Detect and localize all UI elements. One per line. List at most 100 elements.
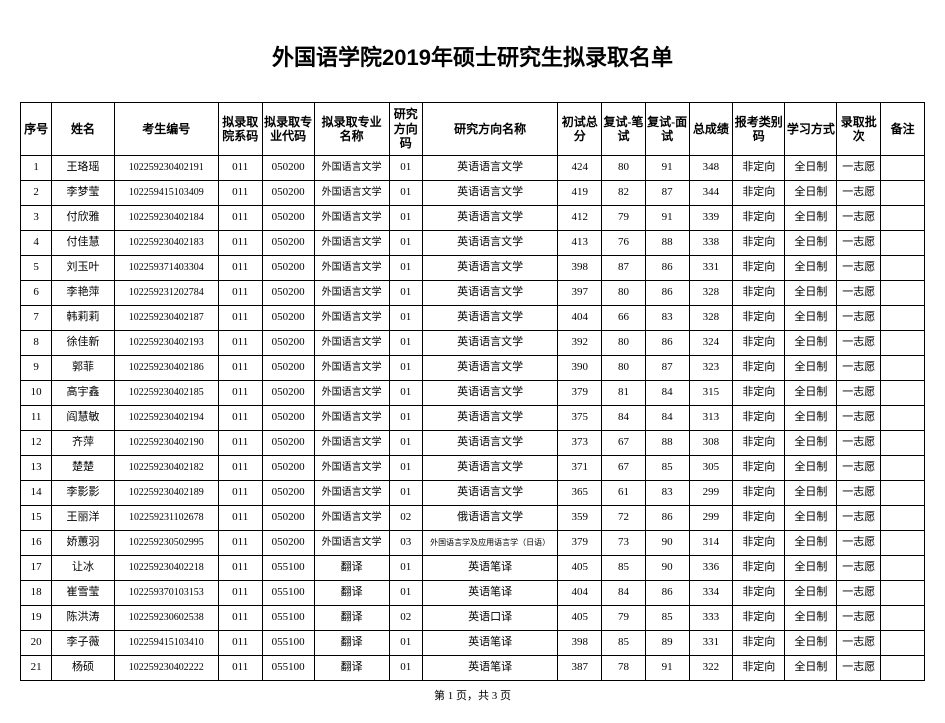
table-cell: 外国语言文学 (314, 156, 389, 181)
table-cell: 419 (558, 181, 602, 206)
table-cell: 404 (558, 306, 602, 331)
column-header: 姓名 (52, 103, 114, 156)
table-row: 10高宇鑫102259230402185011050200外国语言文学01英语语… (21, 381, 925, 406)
table-cell: 18 (21, 581, 52, 606)
table-cell: 011 (218, 331, 262, 356)
table-cell: 88 (645, 431, 689, 456)
table-cell: 崔雪莹 (52, 581, 114, 606)
table-cell: 102259230402191 (114, 156, 218, 181)
table-cell: 外国语言文学 (314, 306, 389, 331)
table-body: 1王珞瑶102259230402191011050200外国语言文学01英语语言… (21, 156, 925, 681)
table-cell (881, 506, 925, 531)
table-cell: 76 (602, 231, 646, 256)
table-cell: 102259230402183 (114, 231, 218, 256)
table-cell: 翻译 (314, 606, 389, 631)
table-cell: 一志愿 (837, 256, 881, 281)
table-cell: 12 (21, 431, 52, 456)
table-row: 2李梦莹102259415103409011050200外国语言文学01英语语言… (21, 181, 925, 206)
table-cell: 01 (389, 281, 422, 306)
table-cell: 413 (558, 231, 602, 256)
table-cell: 01 (389, 306, 422, 331)
table-cell: 102259415103410 (114, 631, 218, 656)
table-cell: 非定向 (733, 456, 785, 481)
table-cell: 非定向 (733, 631, 785, 656)
table-cell: 全日制 (785, 531, 837, 556)
table-cell: 英语语言文学 (422, 356, 557, 381)
table-cell: 翻译 (314, 656, 389, 681)
table-cell: 011 (218, 306, 262, 331)
table-cell: 050200 (262, 306, 314, 331)
table-cell: 非定向 (733, 606, 785, 631)
table-cell: 非定向 (733, 231, 785, 256)
table-cell: 非定向 (733, 181, 785, 206)
table-cell: 一志愿 (837, 456, 881, 481)
table-cell: 339 (689, 206, 733, 231)
table-cell: 102259230402184 (114, 206, 218, 231)
table-cell: 398 (558, 631, 602, 656)
table-cell: 322 (689, 656, 733, 681)
table-cell: 050200 (262, 256, 314, 281)
table-cell: 让冰 (52, 556, 114, 581)
table-row: 4付佳慧102259230402183011050200外国语言文学01英语语言… (21, 231, 925, 256)
table-cell: 78 (602, 656, 646, 681)
table-cell: 7 (21, 306, 52, 331)
table-cell: 21 (21, 656, 52, 681)
table-cell: 全日制 (785, 206, 837, 231)
table-cell: 83 (645, 481, 689, 506)
table-cell: 055100 (262, 656, 314, 681)
table-cell: 杨硕 (52, 656, 114, 681)
table-cell: 英语语言文学 (422, 431, 557, 456)
table-cell: 102259415103409 (114, 181, 218, 206)
table-cell: 全日制 (785, 656, 837, 681)
table-cell: 3 (21, 206, 52, 231)
table-cell: 331 (689, 631, 733, 656)
table-cell: 20 (21, 631, 52, 656)
table-cell: 一志愿 (837, 381, 881, 406)
table-cell (881, 256, 925, 281)
table-cell: 87 (645, 181, 689, 206)
table-row: 7韩莉莉102259230402187011050200外国语言文学01英语语言… (21, 306, 925, 331)
table-cell: 全日制 (785, 231, 837, 256)
table-cell: 一志愿 (837, 156, 881, 181)
table-row: 8徐佳新102259230402193011050200外国语言文学01英语语言… (21, 331, 925, 356)
table-cell: 85 (645, 456, 689, 481)
table-cell (881, 431, 925, 456)
table-cell: 01 (389, 481, 422, 506)
table-cell: 全日制 (785, 256, 837, 281)
table-cell: 外国语言文学 (314, 456, 389, 481)
table-cell: 翻译 (314, 581, 389, 606)
table-cell: 398 (558, 256, 602, 281)
table-row: 13楚楚102259230402182011050200外国语言文学01英语语言… (21, 456, 925, 481)
table-cell: 373 (558, 431, 602, 456)
table-cell: 375 (558, 406, 602, 431)
table-cell: 外国语言文学 (314, 281, 389, 306)
table-cell: 315 (689, 381, 733, 406)
table-cell: 全日制 (785, 631, 837, 656)
table-cell: 412 (558, 206, 602, 231)
table-cell: 英语语言文学 (422, 381, 557, 406)
table-cell: 81 (602, 381, 646, 406)
table-cell: 050200 (262, 406, 314, 431)
table-row: 17让冰102259230402218011055100翻译01英语笔译4058… (21, 556, 925, 581)
table-cell: 011 (218, 256, 262, 281)
table-header-row: 序号姓名考生编号拟录取院系码拟录取专业代码拟录取专业名称研究方向码研究方向名称初… (21, 103, 925, 156)
table-cell: 01 (389, 656, 422, 681)
table-cell: 11 (21, 406, 52, 431)
table-cell: 371 (558, 456, 602, 481)
table-cell: 翻译 (314, 631, 389, 656)
table-cell: 01 (389, 256, 422, 281)
table-cell: 2 (21, 181, 52, 206)
table-cell: 外国语言文学 (314, 256, 389, 281)
table-cell: 102259231102678 (114, 506, 218, 531)
table-cell: 01 (389, 331, 422, 356)
table-cell: 102259230402222 (114, 656, 218, 681)
table-cell: 非定向 (733, 481, 785, 506)
table-row: 6李艳萍102259231202784011050200外国语言文学01英语语言… (21, 281, 925, 306)
table-cell: 一志愿 (837, 231, 881, 256)
column-header: 学习方式 (785, 103, 837, 156)
table-cell: 102259230402194 (114, 406, 218, 431)
table-cell: 050200 (262, 281, 314, 306)
table-cell: 73 (602, 531, 646, 556)
table-cell: 397 (558, 281, 602, 306)
table-cell: 英语笔译 (422, 556, 557, 581)
